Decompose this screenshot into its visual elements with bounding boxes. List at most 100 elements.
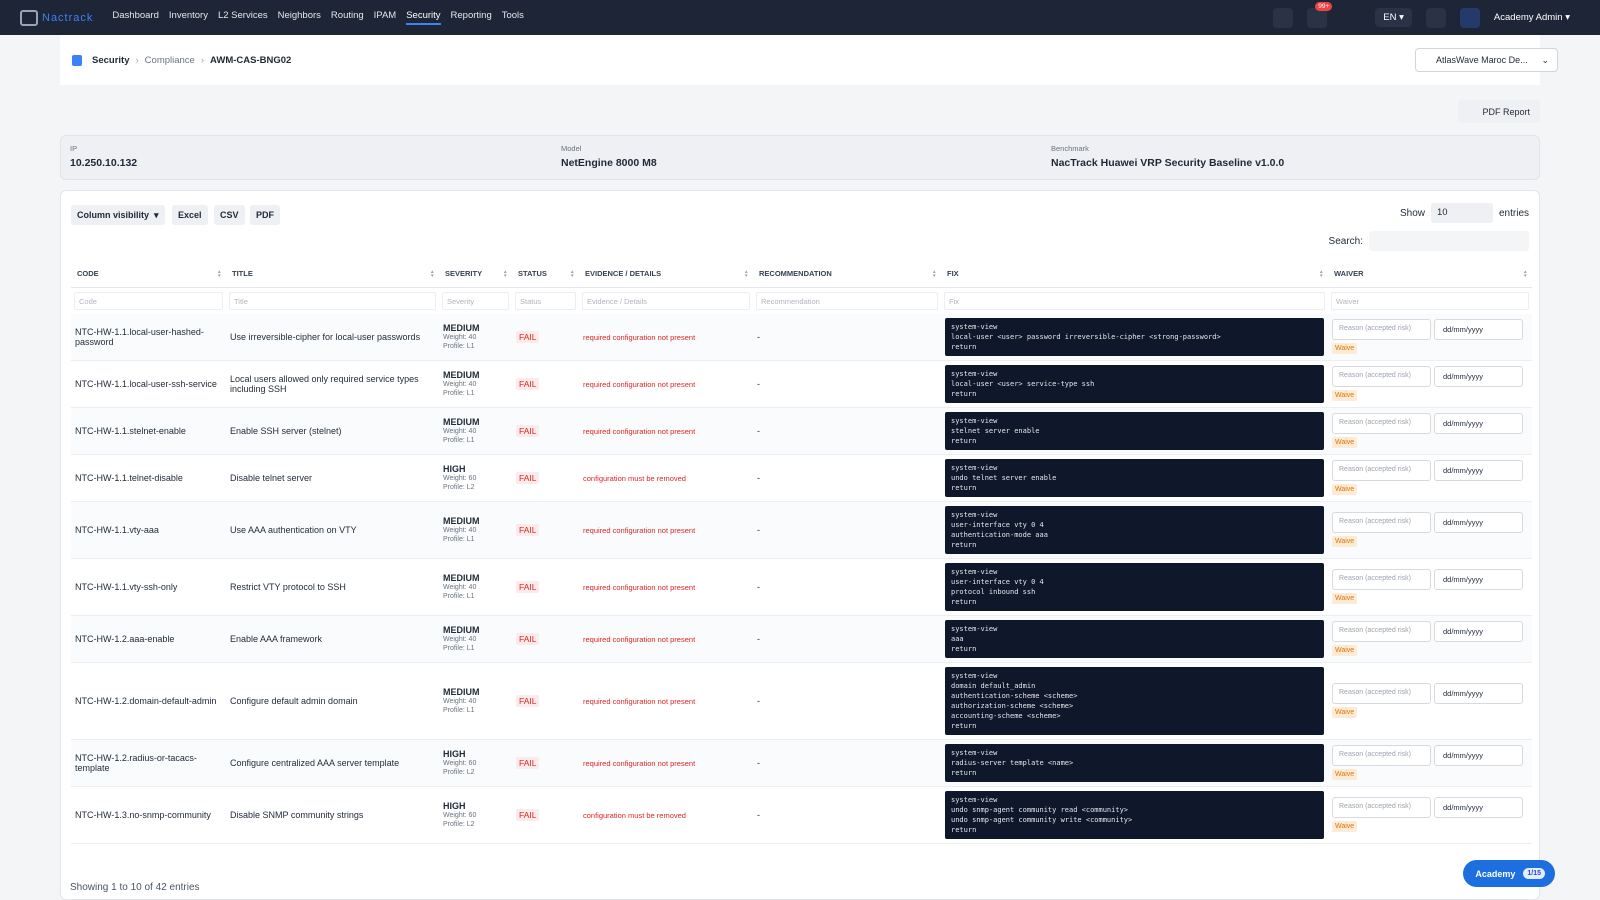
csv-button[interactable]: CSV — [214, 205, 245, 225]
notifications-button[interactable]: 99+ — [1307, 1, 1333, 28]
fix-code: system-view user-interface vty 0 4 protoco… — [945, 562, 1324, 611]
waive-button[interactable]: Waive — [1332, 645, 1358, 656]
waiver-inputs: Reason (accepted risk) dd/mm/yyyy — [1332, 319, 1528, 340]
column-visibility-button[interactable]: Column visibility ▾ — [71, 205, 165, 225]
column-filter[interactable]: Waiver — [1331, 291, 1529, 310]
column-header[interactable]: EVIDENCE / DETAILS — [579, 261, 753, 288]
logo[interactable]: Nactrack — [20, 9, 94, 26]
column-header[interactable]: FIX — [941, 261, 1328, 288]
date-input[interactable]: dd/mm/yyyy — [1434, 512, 1523, 533]
fix-line: return — [951, 342, 977, 351]
button-label: CSV — [220, 210, 239, 220]
language-select[interactable]: EN ▾ — [1375, 8, 1412, 27]
waive-button[interactable]: Waive — [1332, 390, 1358, 401]
reason-input[interactable]: Reason (accepted risk) — [1332, 366, 1431, 387]
reason-input[interactable]: Reason (accepted risk) — [1332, 512, 1431, 533]
weight: Weight: 60 — [443, 811, 477, 819]
date-input[interactable]: dd/mm/yyyy — [1434, 366, 1523, 387]
waive-button[interactable]: Waive — [1332, 536, 1358, 547]
waive-button[interactable]: Waive — [1332, 343, 1358, 354]
search-button[interactable] — [1273, 7, 1294, 28]
column-header[interactable]: TITLE — [226, 261, 439, 288]
date-input[interactable]: dd/mm/yyyy — [1434, 460, 1523, 481]
column-header[interactable]: STATUS — [512, 261, 579, 288]
nav-item[interactable]: Neighbors — [277, 10, 321, 21]
date-input[interactable]: dd/mm/yyyy — [1434, 797, 1523, 818]
nav-item[interactable]: Security — [406, 10, 441, 25]
theme-toggle[interactable] — [1341, 8, 1361, 28]
severity-cell: MEDIUM Weight: 40 Profile: L1 — [439, 360, 512, 408]
nav-item[interactable]: L2 Services — [217, 10, 268, 21]
reason-input[interactable]: Reason (accepted risk) — [1332, 745, 1431, 766]
column-filter[interactable]: Evidence / Details — [582, 291, 750, 310]
column-header[interactable]: SEVERITY — [439, 261, 512, 288]
date-input[interactable]: dd/mm/yyyy — [1434, 319, 1523, 340]
fix-cell: system-view stelnet server enable return — [941, 407, 1328, 455]
date-input[interactable]: dd/mm/yyyy — [1434, 621, 1523, 642]
search-input[interactable] — [1369, 231, 1529, 251]
status-badge: FAIL — [516, 471, 540, 484]
waiver-cell: Reason (accepted risk) dd/mm/yyyy Waive — [1328, 313, 1532, 361]
nav-item[interactable]: Tools — [501, 10, 524, 21]
entries-select[interactable]: 10 — [1430, 203, 1493, 223]
status-badge: FAIL — [516, 694, 540, 707]
nav-item[interactable]: Routing — [330, 10, 364, 21]
column-header[interactable]: CODE — [71, 261, 226, 288]
date-input[interactable]: dd/mm/yyyy — [1434, 745, 1523, 766]
logo-text: Nactrack — [42, 11, 94, 24]
waive-button[interactable]: Waive — [1332, 707, 1358, 718]
pdf-report-button[interactable]: PDF Report — [1458, 100, 1540, 123]
code-cell: NTC-HW-1.3.no-snmp-community — [71, 786, 226, 844]
nav-item[interactable]: IPAM — [373, 10, 397, 21]
excel-button[interactable]: Excel — [172, 205, 208, 225]
waive-button[interactable]: Waive — [1332, 821, 1358, 832]
column-filter[interactable]: Severity — [442, 291, 509, 310]
waive-button[interactable]: Waive — [1332, 593, 1358, 604]
reason-input[interactable]: Reason (accepted risk) — [1332, 797, 1431, 818]
info-field: Model NetEngine 8000 M8 — [561, 144, 657, 169]
date-input[interactable]: dd/mm/yyyy — [1434, 683, 1523, 704]
bot-button[interactable] — [1425, 7, 1446, 28]
waive-button[interactable]: Waive — [1332, 484, 1358, 495]
profile: Profile: L1 — [443, 592, 475, 600]
info-label: Model — [561, 144, 582, 153]
reason-input[interactable]: Reason (accepted risk) — [1332, 460, 1431, 481]
nav-item[interactable]: Dashboard — [112, 10, 159, 21]
column-filter[interactable]: Title — [229, 291, 436, 310]
fix-cell: system-view undo snmp-agent community rea… — [941, 786, 1328, 844]
nav-item[interactable]: Reporting — [450, 10, 492, 21]
reason-input[interactable]: Reason (accepted risk) — [1332, 683, 1431, 704]
evidence-cell: required configuration not present — [579, 662, 753, 740]
title-cell: Configure default admin domain — [226, 662, 439, 740]
reason-input[interactable]: Reason (accepted risk) — [1332, 569, 1431, 590]
column-header[interactable]: RECOMMENDATION — [753, 261, 941, 288]
breadcrumb-item[interactable]: Compliance — [144, 54, 195, 66]
reason-input[interactable]: Reason (accepted risk) — [1332, 319, 1431, 340]
fix-line: local-user <user> password irreversible-… — [951, 332, 1221, 341]
column-filter[interactable]: Status — [515, 291, 576, 310]
severity-cell: MEDIUM Weight: 40 Profile: L1 — [439, 558, 512, 616]
waive-button[interactable]: Waive — [1332, 769, 1358, 780]
column-header[interactable]: WAIVER — [1328, 261, 1532, 288]
fix-line: system-view — [951, 748, 998, 757]
org-selector[interactable]: AtlasWave Maroc De... ⌄ — [1415, 48, 1558, 72]
waiver-cell: Reason (accepted risk) dd/mm/yyyy Waive — [1328, 501, 1532, 559]
filter-cell: Evidence / Details — [579, 287, 753, 314]
nav-item[interactable]: Inventory — [168, 10, 208, 21]
date-input[interactable]: dd/mm/yyyy — [1434, 413, 1523, 434]
pdf-button[interactable]: PDF — [250, 205, 280, 225]
column-filter[interactable]: Recommendation — [756, 291, 938, 310]
reason-input[interactable]: Reason (accepted risk) — [1332, 413, 1431, 434]
date-input[interactable]: dd/mm/yyyy — [1434, 569, 1523, 590]
academy-button[interactable]: Academy 1/15 — [1463, 860, 1555, 887]
status-cell: FAIL — [512, 558, 579, 616]
user-menu[interactable]: Academy Admin ▾ — [1493, 12, 1570, 23]
reason-input[interactable]: Reason (accepted risk) — [1332, 621, 1431, 642]
settings-button[interactable] — [1459, 7, 1480, 28]
column-filter[interactable]: Fix — [944, 291, 1325, 310]
column-filter[interactable]: Code — [74, 291, 223, 310]
weight: Weight: 40 — [443, 697, 477, 705]
fix-line: protocol inbound ssh — [951, 587, 1036, 596]
breadcrumb-item[interactable]: Security — [92, 54, 130, 66]
waive-button[interactable]: Waive — [1332, 437, 1358, 448]
